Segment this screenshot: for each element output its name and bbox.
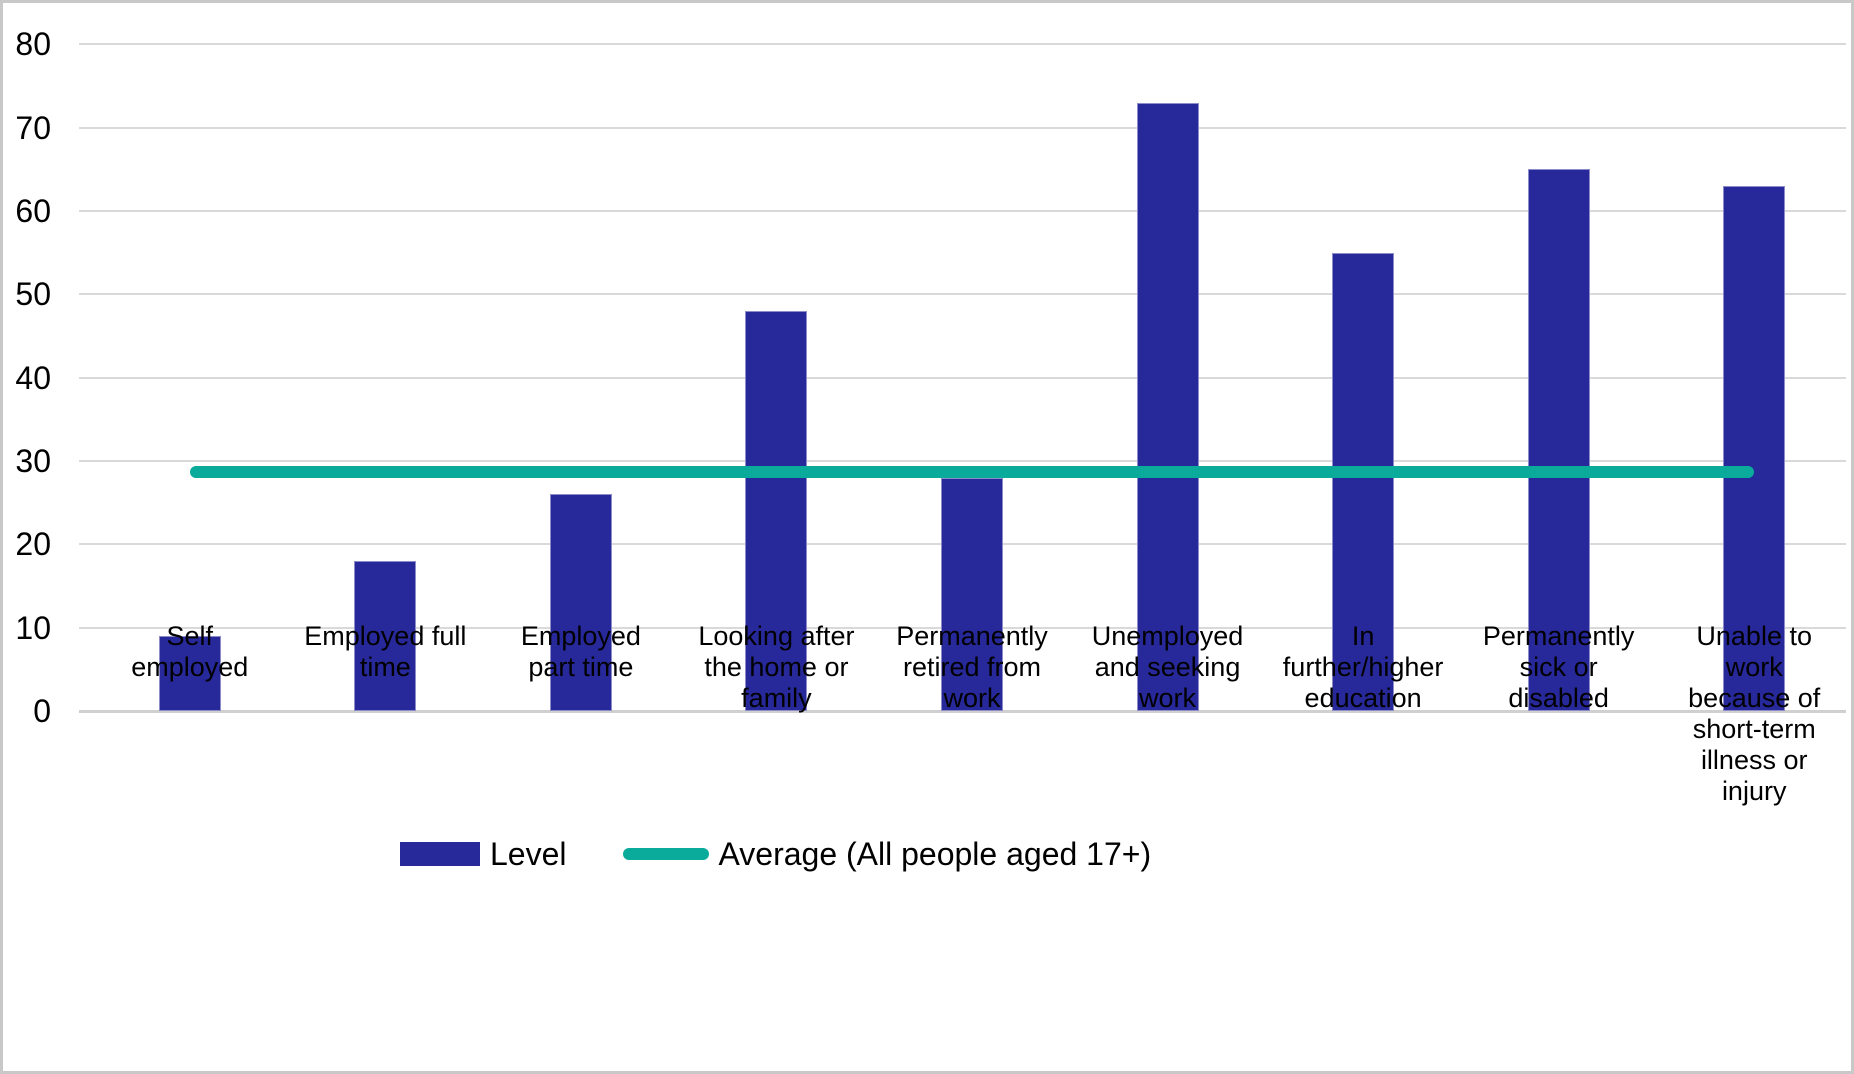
y-tick-label-40: 40 bbox=[15, 359, 51, 396]
average-line bbox=[189, 465, 1755, 478]
legend-item-average: Average (All people aged 17+) bbox=[622, 835, 1152, 873]
gridline-50 bbox=[79, 293, 1846, 296]
bar-5 bbox=[941, 477, 1003, 711]
x-label-5: Permanently retired from work bbox=[896, 621, 1048, 713]
bar-7 bbox=[1332, 252, 1395, 711]
gridline-70 bbox=[79, 126, 1846, 129]
x-label-7: In further/higher education bbox=[1282, 621, 1444, 713]
legend-label-average: Average (All people aged 17+) bbox=[718, 836, 1152, 872]
bar-4 bbox=[745, 311, 808, 711]
gridline-60 bbox=[79, 210, 1846, 212]
bar-9 bbox=[1723, 186, 1786, 711]
bar-1 bbox=[158, 636, 221, 711]
average-line-swatch-icon bbox=[622, 848, 709, 860]
x-label-1: Self employed bbox=[131, 621, 249, 682]
gridline-30 bbox=[79, 460, 1846, 462]
gridline-80 bbox=[79, 43, 1846, 46]
y-tick-label-60: 60 bbox=[15, 193, 51, 229]
x-label-4: Looking after the home or family bbox=[698, 621, 855, 713]
legend: Level Average (All people aged 17+) bbox=[400, 835, 1151, 873]
bar-6 bbox=[1136, 102, 1199, 711]
bar-3 bbox=[549, 494, 612, 711]
x-label-6: Unemployed and seeking work bbox=[1091, 621, 1244, 713]
y-tick-label-80: 80 bbox=[15, 26, 51, 63]
y-tick-label-70: 70 bbox=[15, 109, 51, 146]
x-label-8: Permanently sick or disabled bbox=[1482, 621, 1635, 713]
y-tick-label-0: 0 bbox=[33, 693, 51, 729]
level-bar-swatch-icon bbox=[400, 842, 480, 866]
legend-item-level: Level bbox=[400, 835, 567, 873]
y-tick-label-50: 50 bbox=[15, 276, 51, 313]
bar-2 bbox=[354, 561, 417, 711]
bar-8 bbox=[1527, 169, 1590, 711]
x-label-3: Employed part time bbox=[520, 621, 641, 682]
x-label-2: Employed full time bbox=[304, 621, 467, 682]
legend-label-level: Level bbox=[490, 836, 567, 872]
y-tick-label-30: 30 bbox=[15, 443, 51, 479]
y-tick-label-20: 20 bbox=[15, 526, 51, 563]
x-label-9: Unable to work because of short-term ill… bbox=[1688, 621, 1821, 806]
y-tick-label-10: 10 bbox=[15, 609, 51, 646]
gridline-40 bbox=[79, 376, 1846, 379]
gridline-0 bbox=[79, 710, 1846, 713]
